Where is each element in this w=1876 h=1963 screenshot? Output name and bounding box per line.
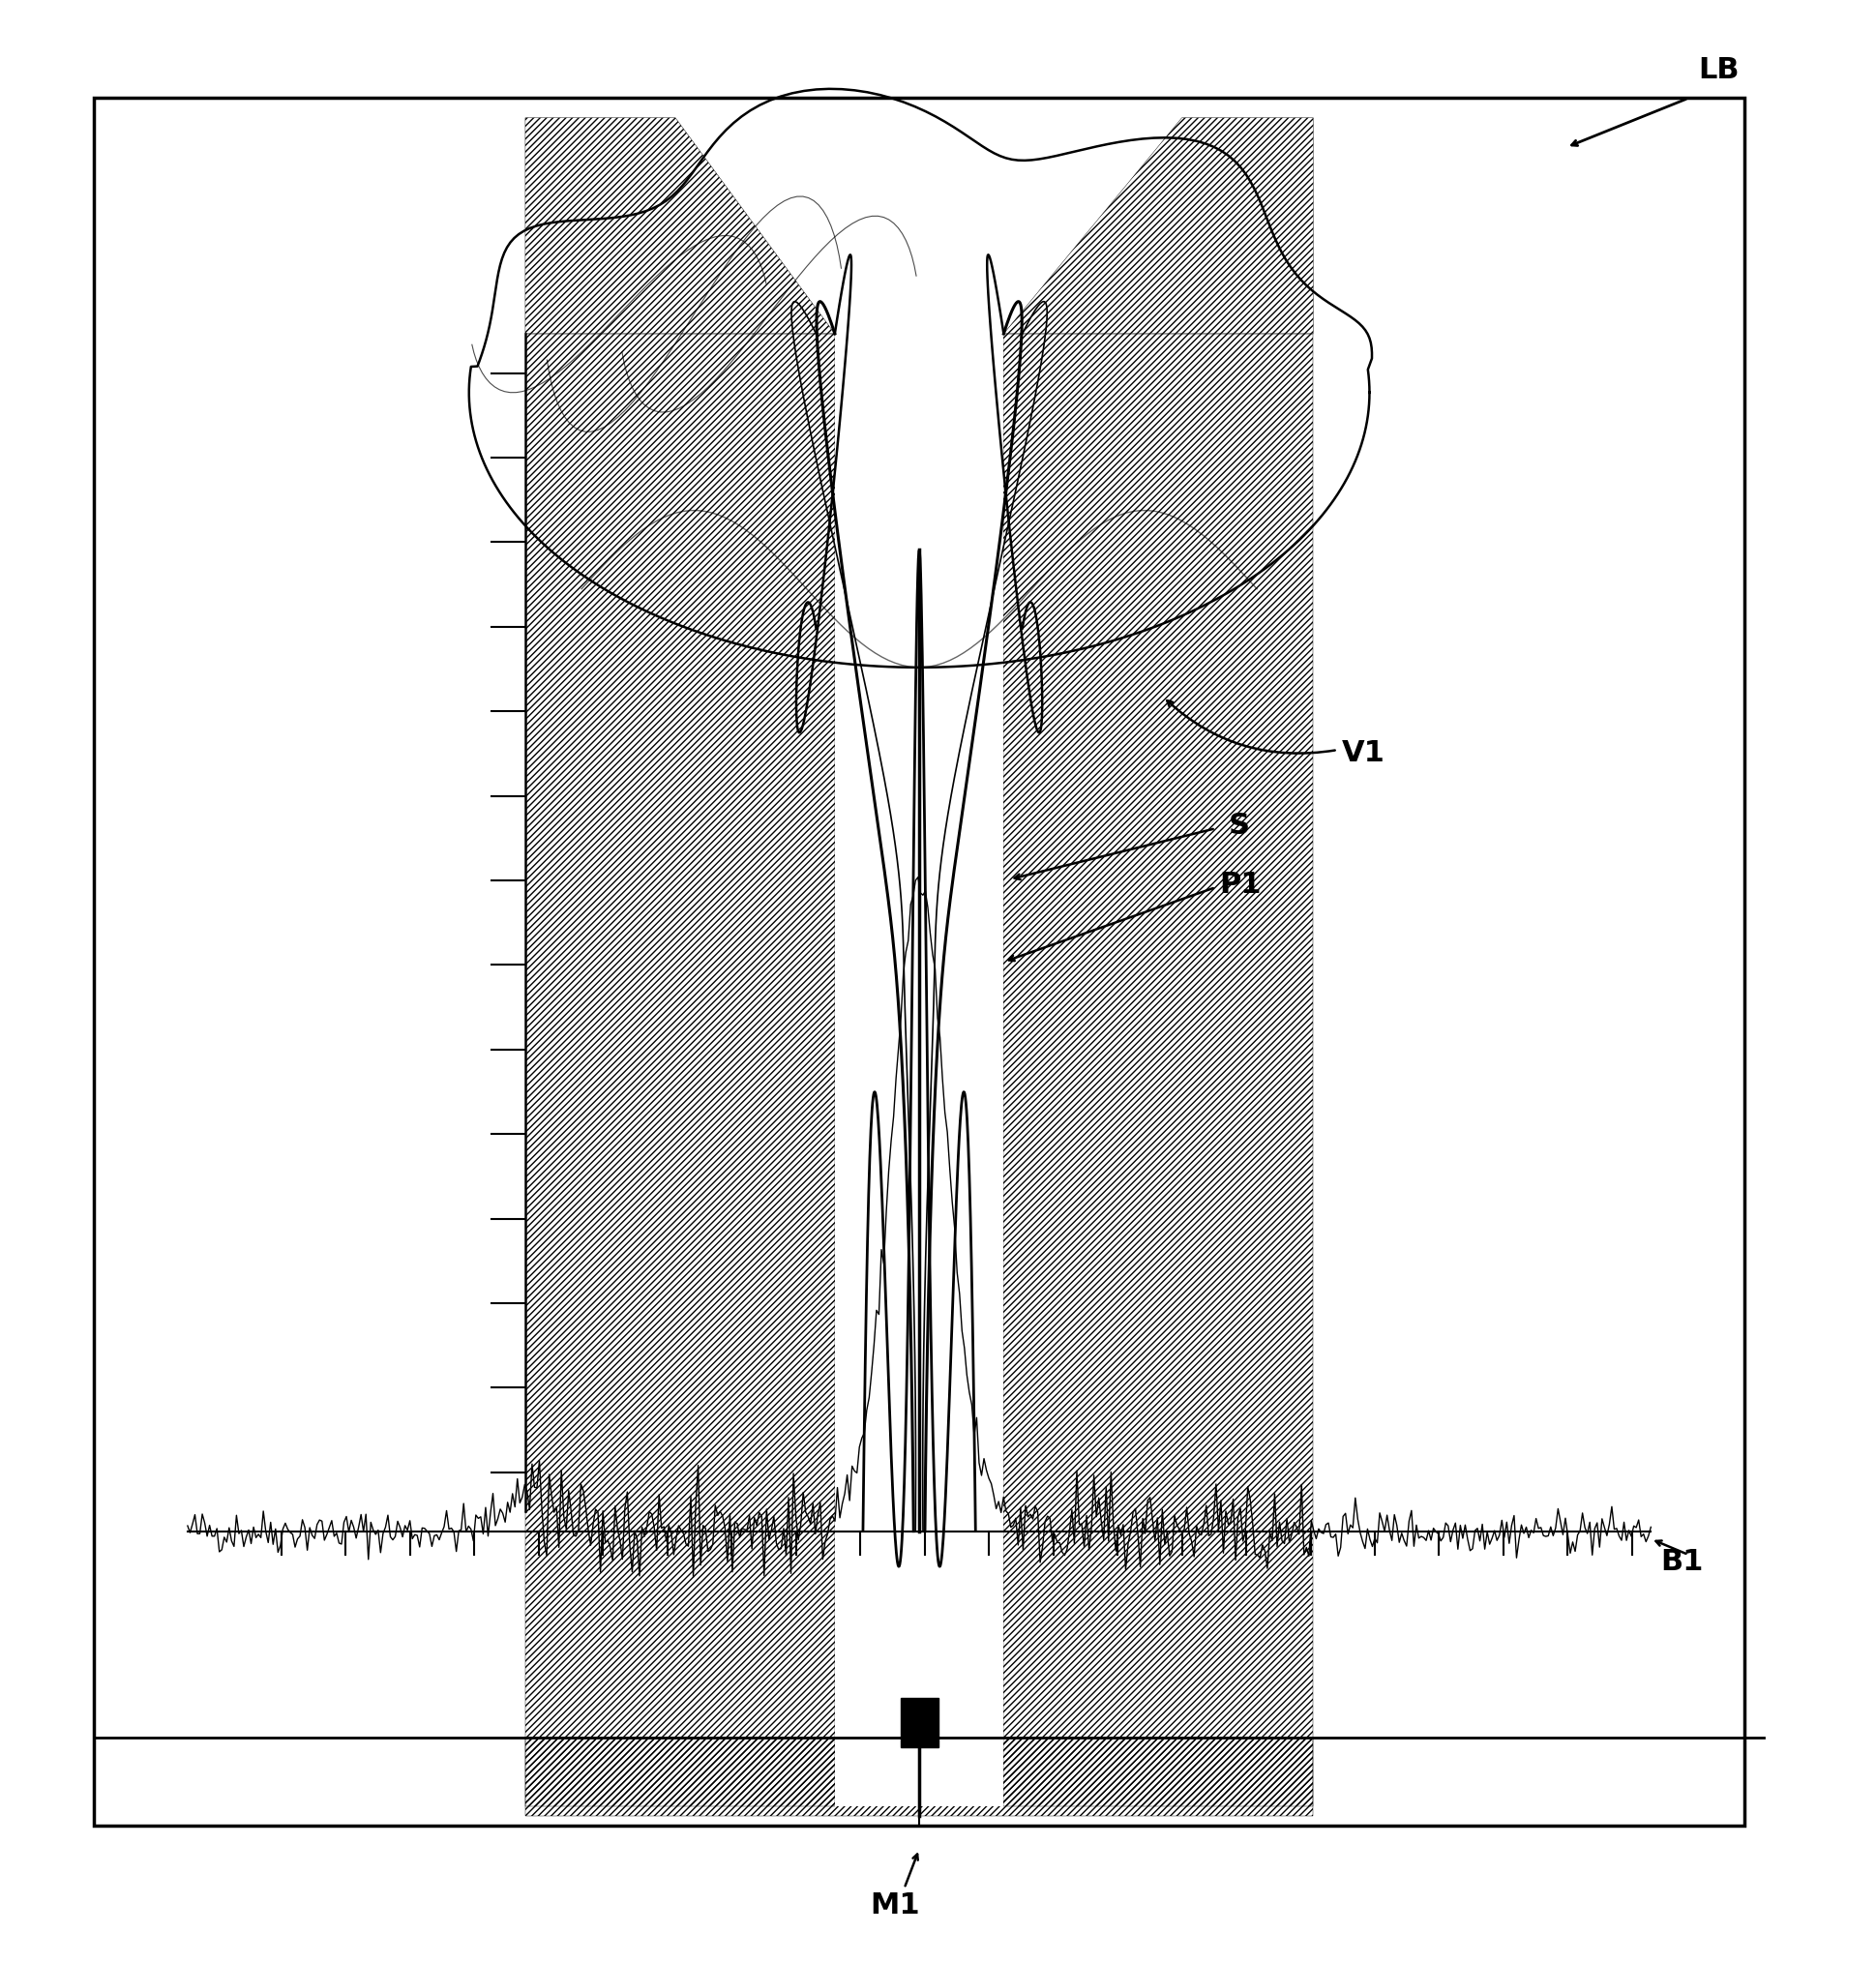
Bar [900,1698,938,1747]
Bar [94,98,1745,1826]
Bar [188,334,525,1512]
Text: B1: B1 [1660,1549,1703,1576]
Text: P1: P1 [1219,872,1261,899]
Text: S: S [1229,813,1249,840]
Text: M1: M1 [870,1892,921,1920]
Text: V1: V1 [1341,740,1384,768]
Text: LB: LB [1698,57,1739,84]
Bar [835,334,1004,1806]
